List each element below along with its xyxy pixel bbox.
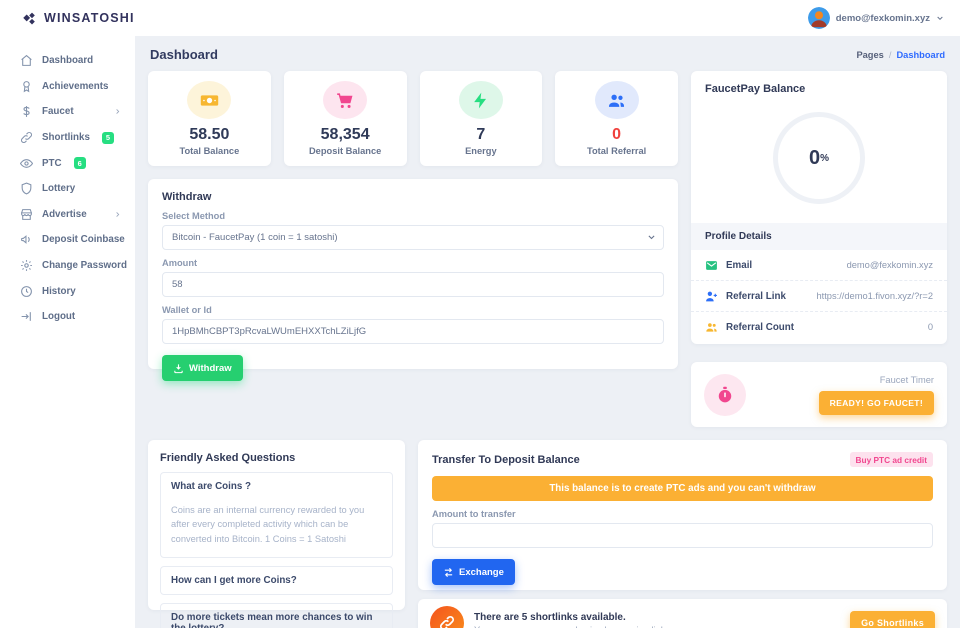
money-icon: [187, 81, 232, 120]
users-icon: [594, 81, 639, 120]
page-title: Dashboard: [150, 47, 218, 62]
award-icon: [20, 80, 33, 93]
faucetpay-percent: 0: [808, 146, 821, 169]
withdraw-title: Withdraw: [162, 191, 212, 203]
main-content: Dashboard Pages / Dashboard 58.50 Total …: [135, 36, 960, 628]
eye-icon: [20, 157, 33, 170]
faq-item-lottery-tickets[interactable]: Do more tickets mean more chances to win…: [160, 603, 393, 628]
megaphone-icon: [20, 233, 33, 246]
sidebar-item-deposit-coinbase[interactable]: Deposit Coinbase: [0, 227, 135, 253]
profile-row-referral-link: Referral Link https://demo1.fivon.xyz/?r…: [691, 281, 947, 312]
stat-card-energy: 7 Energy: [419, 71, 543, 166]
clock-icon: [20, 285, 33, 298]
sidebar-item-achievements[interactable]: Achievements: [0, 74, 135, 100]
energy-value: 7: [476, 126, 486, 144]
faq-item-more-coins[interactable]: How can I get more Coins?: [160, 566, 393, 596]
profile-row-referral-count: Referral Count 0: [691, 312, 947, 342]
sidebar-item-advertise[interactable]: Advertise: [0, 202, 135, 228]
withdraw-amount-input[interactable]: [162, 272, 664, 297]
faq-item-what-are-coins[interactable]: What are Coins ? Coins are an internal c…: [160, 472, 393, 559]
stats-row: 58.50 Total Balance 58,354 Deposit Balan…: [148, 71, 678, 166]
exchange-arrows-icon: [444, 567, 453, 577]
logout-icon: [20, 310, 33, 323]
avatar: [807, 7, 830, 29]
shortlinks-count-badge: 5: [101, 131, 115, 144]
shortlinks-banner-title: There are 5 shortlinks available.: [474, 611, 626, 623]
bolt-icon: [458, 81, 503, 120]
brand-diamonds-icon: [23, 12, 35, 24]
chevron-down-icon: [937, 16, 943, 21]
user-email: demo@fexkomin.xyz: [835, 12, 930, 24]
sidebar: Dashboard Achievements Faucet Shortlinks…: [0, 36, 135, 628]
total-balance-value: 58.50: [189, 126, 230, 144]
transfer-amount-input[interactable]: [432, 523, 933, 548]
faq-answer: Coins are an internal currency rewarded …: [171, 505, 365, 544]
topbar: WINSATOSHI demo@fexkomin.xyz: [0, 0, 960, 36]
people-icon: [705, 321, 718, 334]
home-icon: [20, 54, 33, 67]
stat-card-total-referral: 0 Total Referral: [555, 71, 678, 166]
sidebar-item-ptc[interactable]: PTC 6: [0, 150, 135, 176]
faucetpay-title: FaucetPay Balance: [705, 83, 806, 95]
shield-icon: [20, 182, 33, 195]
breadcrumb: Pages / Dashboard: [856, 49, 945, 60]
shortlinks-banner: There are 5 shortlinks available. You ca…: [418, 599, 947, 628]
sidebar-item-logout[interactable]: Logout: [0, 304, 135, 330]
cart-icon: [323, 81, 368, 120]
deposit-balance-value: 58,354: [320, 126, 370, 144]
sidebar-item-dashboard[interactable]: Dashboard: [0, 48, 135, 74]
withdraw-method-select[interactable]: Bitcoin - FaucetPay (1 coin = 1 satoshi): [162, 225, 664, 250]
profile-referral-link-value: https://demo1.fivon.xyz/?r=2: [816, 291, 933, 301]
profile-details-title: Profile Details: [691, 223, 947, 250]
stat-card-deposit-balance: 58,354 Deposit Balance: [283, 71, 407, 166]
stat-card-total-balance: 58.50 Total Balance: [148, 71, 271, 166]
sidebar-item-shortlinks[interactable]: Shortlinks 5: [0, 125, 135, 151]
ptc-count-badge: 6: [73, 157, 86, 170]
user-menu[interactable]: demo@fexkomin.xyz: [807, 7, 944, 29]
gear-icon: [20, 259, 33, 272]
faq-title: Friendly Asked Questions: [160, 452, 296, 464]
sidebar-item-faucet[interactable]: Faucet: [0, 99, 135, 125]
transfer-card: Transfer To Deposit Balance Buy PTC ad c…: [418, 440, 947, 590]
envelope-icon: [705, 259, 718, 272]
go-faucet-button[interactable]: READY! GO FAUCET!: [818, 390, 934, 415]
transfer-title: Transfer To Deposit Balance: [432, 453, 580, 466]
chain-link-icon: [430, 606, 464, 628]
brand-name: WINSATOSHI: [44, 11, 135, 25]
brand-logo: WINSATOSHI: [22, 11, 141, 26]
transfer-warning-banner: This balance is to create PTC ads and yo…: [432, 476, 933, 501]
faq-card: Friendly Asked Questions What are Coins …: [148, 440, 405, 628]
exchange-button[interactable]: Exchange: [432, 559, 515, 585]
stopwatch-icon: [704, 373, 746, 416]
withdraw-wallet-input[interactable]: [162, 319, 664, 344]
profile-row-email: Email demo@fexkomin.xyz: [691, 250, 947, 281]
chevron-right-icon: [116, 212, 120, 217]
go-shortlinks-button[interactable]: Go Shortlinks: [850, 611, 935, 628]
total-referral-value: 0: [612, 126, 622, 144]
sidebar-item-history[interactable]: History: [0, 278, 135, 304]
faucetpay-progress-ring: 0%: [773, 112, 865, 204]
storefront-icon: [20, 208, 33, 221]
download-icon: [174, 363, 183, 373]
shortlinks-banner-subtitle: You can earn energy and coins by passing…: [474, 625, 673, 628]
sidebar-item-lottery[interactable]: Lottery: [0, 176, 135, 202]
person-plus-icon: [705, 290, 718, 303]
faucet-timer-label: Faucet Timer: [879, 374, 934, 385]
breadcrumb-dashboard-link[interactable]: Dashboard: [896, 49, 945, 60]
dollar-icon: [20, 105, 33, 118]
sidebar-item-change-password[interactable]: Change Password: [0, 253, 135, 279]
buy-ptc-credit-badge[interactable]: Buy PTC ad credit: [849, 452, 933, 467]
chevron-right-icon: [116, 109, 120, 115]
faucetpay-card: FaucetPay Balance 0% Profile Details Ema…: [691, 71, 947, 344]
faucet-timer-card: Faucet Timer READY! GO FAUCET!: [691, 362, 947, 427]
profile-email-value: demo@fexkomin.xyz: [846, 260, 933, 270]
link-icon: [20, 131, 33, 144]
breadcrumb-pages: Pages: [856, 49, 884, 60]
profile-referral-count-value: 0: [927, 322, 933, 332]
withdraw-card: Withdraw Select Method Bitcoin - FaucetP…: [148, 179, 678, 381]
withdraw-button[interactable]: Withdraw: [162, 355, 243, 381]
